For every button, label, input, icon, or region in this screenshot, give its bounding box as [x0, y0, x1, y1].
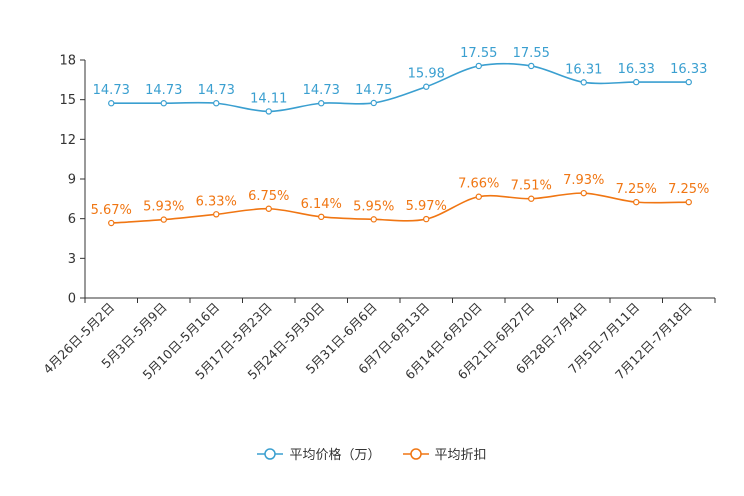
chart-series: 14.73 14.73 14.73 14.11 14.73 14.75 15.98 17.55… — [91, 46, 709, 227]
data-label-price: 15.98 — [408, 67, 445, 82]
data-label-discount: 7.25% — [668, 182, 709, 197]
data-point-discount — [108, 219, 115, 227]
series-discount: 5.67% 5.93% 6.33% 6.75% 6.14% 5.95% 5.97% 7.66%… — [91, 173, 709, 227]
y-tick-label: 9 — [68, 173, 76, 188]
data-label-price: 14.73 — [198, 83, 235, 98]
data-label-price: 17.55 — [460, 46, 497, 61]
data-label-discount: 7.93% — [563, 173, 604, 188]
data-label-price: 16.33 — [670, 62, 707, 77]
data-point-price — [475, 62, 482, 70]
chart-legend: 平均价格（万） 平均折扣 — [0, 444, 744, 463]
data-point-price — [528, 62, 535, 70]
legend-item-price[interactable]: 平均价格（万） — [257, 444, 381, 463]
data-point-discount — [318, 213, 325, 221]
data-label-price: 17.55 — [513, 46, 550, 61]
data-point-price — [685, 78, 692, 86]
data-label-discount: 7.51% — [511, 179, 552, 194]
legend-item-discount[interactable]: 平均折扣 — [402, 444, 487, 463]
y-tick-label: 6 — [68, 212, 76, 227]
data-label-price: 14.75 — [355, 83, 392, 98]
legend-discount-swatch-icon — [402, 447, 429, 460]
y-tick-label: 3 — [68, 252, 76, 267]
data-point-discount — [423, 215, 430, 223]
data-point-price — [213, 100, 220, 107]
data-point-discount — [685, 198, 692, 206]
data-label-discount: 6.14% — [301, 197, 342, 212]
data-label-discount: 6.33% — [196, 194, 237, 209]
legend-price-swatch-icon — [257, 447, 284, 460]
legend-price-label: 平均价格（万） — [289, 448, 381, 463]
data-point-discount — [213, 211, 220, 218]
data-point-price — [370, 99, 377, 107]
data-point-discount — [528, 195, 535, 202]
data-label-price: 16.31 — [565, 62, 602, 77]
data-point-discount — [370, 216, 377, 223]
data-label-discount: 5.97% — [406, 199, 447, 214]
data-label-discount: 5.95% — [353, 199, 394, 214]
data-label-price: 16.33 — [618, 62, 655, 77]
data-point-discount — [265, 205, 272, 212]
data-point-price — [633, 78, 640, 86]
data-point-price — [423, 83, 430, 90]
data-label-discount: 7.66% — [458, 177, 499, 192]
data-label-price: 14.73 — [145, 83, 182, 98]
data-label-discount: 7.25% — [616, 182, 657, 197]
y-tick-label: 15 — [59, 93, 76, 108]
data-label-price: 14.73 — [93, 83, 130, 98]
data-label-discount: 5.93% — [143, 200, 184, 215]
data-label-discount: 5.67% — [91, 203, 132, 218]
data-label-price: 14.11 — [250, 91, 287, 106]
series-line-discount — [111, 192, 689, 224]
data-point-price — [160, 100, 167, 107]
data-point-discount — [160, 216, 167, 223]
data-point-price — [318, 100, 325, 107]
data-point-discount — [580, 189, 587, 197]
data-label-discount: 6.75% — [248, 189, 289, 204]
data-point-price — [108, 100, 115, 107]
legend-discount-label: 平均折扣 — [434, 448, 487, 463]
series-price: 14.73 14.73 14.73 14.11 14.73 14.75 15.98 17.55… — [93, 46, 707, 115]
y-tick-label: 0 — [68, 292, 76, 307]
y-tick-label: 18 — [59, 54, 76, 69]
data-point-discount — [633, 198, 640, 206]
data-point-discount — [475, 193, 482, 200]
y-tick-label: 12 — [59, 133, 76, 148]
data-point-price — [580, 79, 587, 86]
series-line-price — [111, 62, 689, 113]
data-label-price: 14.73 — [303, 83, 340, 98]
data-point-price — [265, 108, 272, 115]
